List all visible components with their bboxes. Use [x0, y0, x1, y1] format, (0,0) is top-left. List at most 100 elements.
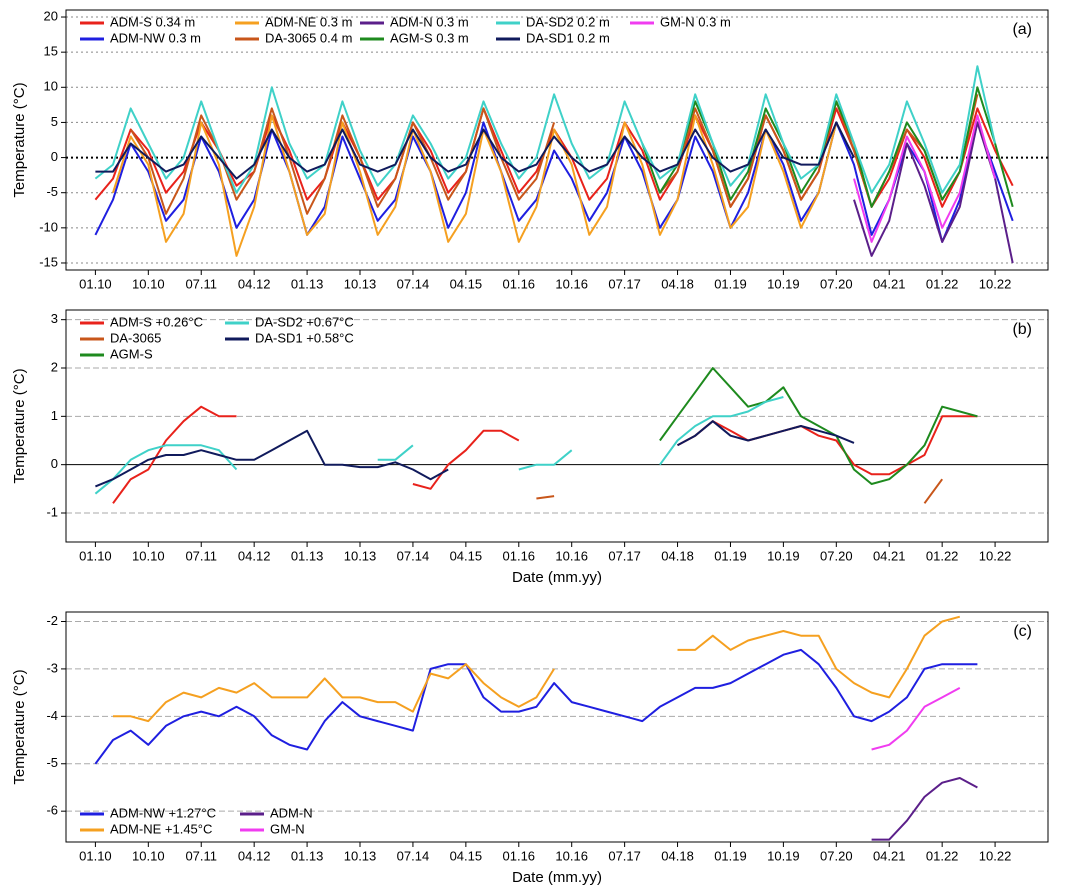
data-line	[853, 114, 997, 243]
y-tick-label: -15	[39, 254, 58, 269]
y-tick-label: -3	[46, 660, 58, 675]
data-line	[113, 615, 961, 723]
x-tick-label: 10.10	[132, 276, 165, 291]
x-tick-label: 04.15	[450, 848, 483, 863]
plot-frame	[65, 611, 1049, 843]
x-tick-label: 01.13	[291, 548, 324, 563]
data-line	[94, 121, 1014, 243]
y-tick-label: 20	[44, 8, 58, 23]
legend-label: ADM-NW 0.3 m	[110, 30, 201, 45]
y-tick-label: -10	[39, 219, 58, 234]
x-axis-label: Date (mm.yy)	[512, 569, 602, 586]
x-tick-label: 01.22	[926, 548, 959, 563]
y-tick-label: -6	[46, 803, 58, 818]
legend-label: DA-SD2 +0.67°C	[255, 314, 354, 329]
legend-label: GM-N 0.3 m	[660, 14, 731, 29]
x-tick-label: 04.12	[238, 548, 271, 563]
legend-label: DA-SD1 +0.58°C	[255, 330, 354, 345]
x-tick-label: 04.12	[238, 276, 271, 291]
x-tick-label: 10.22	[979, 548, 1012, 563]
x-tick-label: 01.22	[926, 276, 959, 291]
x-tick-label: 07.20	[820, 548, 853, 563]
panel: -15 -10 -5 0 5 10 15 20 01.10 10.10 07.11 04.12 01.1…	[11, 8, 1049, 291]
y-axis-label: Temperature (°C)	[11, 82, 28, 197]
x-axis-label: Date (mm.yy)	[512, 869, 602, 886]
y-tick-label: -2	[46, 613, 58, 628]
legend-label: ADM-S +0.26°C	[110, 314, 203, 329]
x-tick-label: 10.13	[344, 848, 377, 863]
x-tick-label: 01.22	[926, 848, 959, 863]
x-tick-label: 01.10	[79, 848, 112, 863]
y-tick-label: 0	[51, 149, 58, 164]
panel: -1 0 1 2 3 01.10 10.10 07.11 04.12 01.13 10.13 07.1…	[11, 309, 1049, 586]
legend-label: DA-3065 0.4 m	[265, 30, 352, 45]
x-tick-label: 07.20	[820, 276, 853, 291]
y-axis-label: Temperature (°C)	[11, 669, 28, 784]
x-tick-label: 10.13	[344, 276, 377, 291]
x-tick-label: 01.13	[291, 276, 324, 291]
legend-label: ADM-NE +1.45°C	[110, 821, 212, 836]
x-tick-label: 01.16	[503, 276, 536, 291]
y-tick-label: -5	[46, 755, 58, 770]
x-tick-label: 07.17	[608, 848, 641, 863]
x-tick-label: 10.19	[767, 848, 800, 863]
x-tick-label: 04.15	[450, 548, 483, 563]
x-tick-label: 10.16	[555, 548, 588, 563]
data-line	[112, 405, 978, 504]
x-tick-label: 04.18	[661, 848, 694, 863]
panel-label: (c)	[1013, 623, 1032, 640]
panel: -6 -5 -4 -3 -2 01.10 10.10 07.11 04.12 01.13 10.13…	[11, 611, 1049, 886]
data-line	[95, 383, 942, 494]
x-tick-label: 10.22	[979, 276, 1012, 291]
y-tick-label: -4	[46, 708, 58, 723]
y-tick-label: 5	[51, 114, 58, 129]
x-tick-label: 04.21	[873, 848, 906, 863]
legend-label: GM-N	[270, 821, 305, 836]
plot-frame	[65, 9, 1049, 271]
x-tick-label: 10.22	[979, 848, 1012, 863]
x-tick-label: 01.19	[714, 548, 747, 563]
legend-label: DA-3065	[110, 330, 161, 345]
data-line	[112, 114, 838, 257]
data-line	[95, 420, 855, 488]
x-tick-label: 07.17	[608, 548, 641, 563]
data-line	[536, 478, 944, 504]
x-tick-label: 04.18	[661, 276, 694, 291]
data-line	[659, 367, 978, 485]
y-tick-label: 1	[51, 408, 58, 423]
y-tick-label: -1	[46, 504, 58, 519]
legend-label: DA-SD2 0.2 m	[526, 14, 610, 29]
x-tick-label: 10.16	[555, 276, 588, 291]
legend-label: ADM-N 0.3 m	[390, 14, 469, 29]
x-tick-label: 07.14	[397, 276, 430, 291]
x-tick-label: 10.13	[344, 548, 377, 563]
x-tick-label: 04.15	[450, 276, 483, 291]
x-tick-label: 07.17	[608, 276, 641, 291]
plot-frame	[65, 309, 1049, 543]
legend-label: ADM-NE 0.3 m	[265, 14, 352, 29]
x-tick-label: 01.10	[79, 548, 112, 563]
legend-label: AGM-S	[110, 346, 153, 361]
x-tick-label: 10.10	[132, 848, 165, 863]
x-tick-label: 07.14	[397, 848, 430, 863]
data-line	[871, 687, 961, 751]
x-tick-label: 01.16	[503, 848, 536, 863]
legend-label: DA-SD1 0.2 m	[526, 30, 610, 45]
x-tick-label: 01.10	[79, 276, 112, 291]
x-tick-label: 04.12	[238, 848, 271, 863]
x-tick-label: 10.19	[767, 548, 800, 563]
x-tick-label: 07.11	[185, 276, 217, 291]
x-tick-label: 04.21	[873, 548, 906, 563]
data-line	[94, 648, 978, 765]
legend-label: ADM-NW +1.27°C	[110, 805, 216, 820]
x-tick-label: 07.14	[397, 548, 430, 563]
x-tick-label: 04.21	[873, 276, 906, 291]
x-tick-label: 01.19	[714, 276, 747, 291]
y-axis-label: Temperature (°C)	[11, 368, 28, 483]
y-tick-label: -5	[46, 184, 58, 199]
y-tick-label: 2	[51, 359, 58, 374]
x-tick-label: 04.18	[661, 548, 694, 563]
panel-label: (a)	[1012, 21, 1032, 38]
x-tick-label: 10.16	[555, 848, 588, 863]
